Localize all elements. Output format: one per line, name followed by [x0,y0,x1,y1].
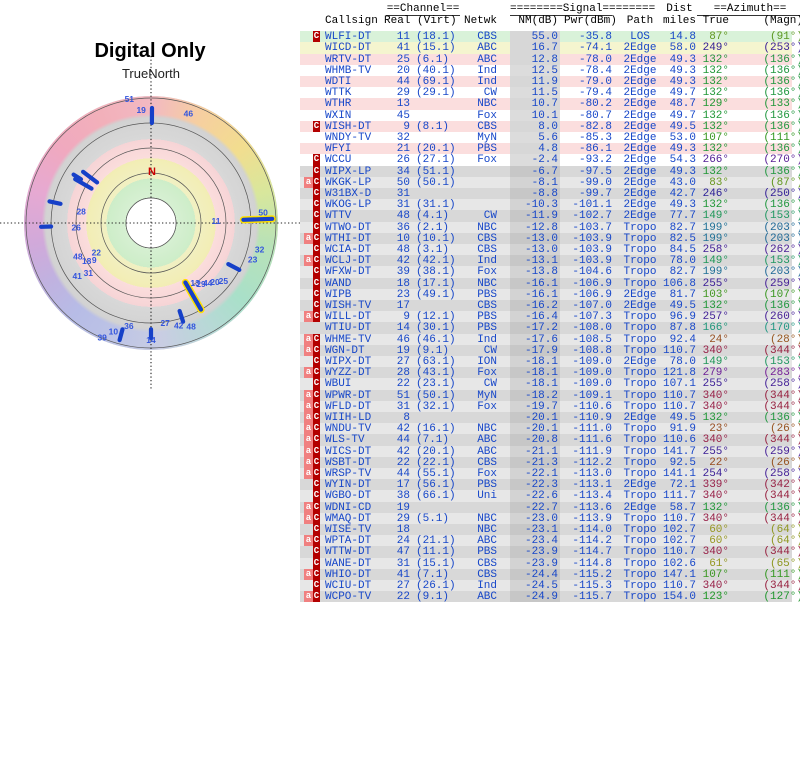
svg-text:28: 28 [76,206,86,216]
svg-text:26: 26 [71,222,81,232]
svg-text:36: 36 [124,321,134,331]
svg-text:18: 18 [82,256,92,266]
svg-text:11: 11 [212,216,221,226]
svg-text:42: 42 [174,320,184,330]
svg-text:48: 48 [73,251,83,261]
svg-text:50: 50 [258,207,268,217]
svg-text:10: 10 [109,327,119,337]
svg-text:27: 27 [160,318,170,328]
svg-text:22: 22 [92,248,102,258]
svg-text:19: 19 [136,105,146,115]
svg-text:39: 39 [97,332,107,342]
svg-text:14: 14 [146,335,156,345]
svg-text:41: 41 [72,271,82,281]
svg-text:25: 25 [219,276,229,286]
svg-text:32: 32 [255,244,265,254]
svg-text:31: 31 [84,268,94,278]
svg-text:51: 51 [125,94,135,104]
svg-text:46: 46 [184,109,194,119]
svg-text:48: 48 [186,322,196,332]
svg-text:23: 23 [248,254,258,264]
